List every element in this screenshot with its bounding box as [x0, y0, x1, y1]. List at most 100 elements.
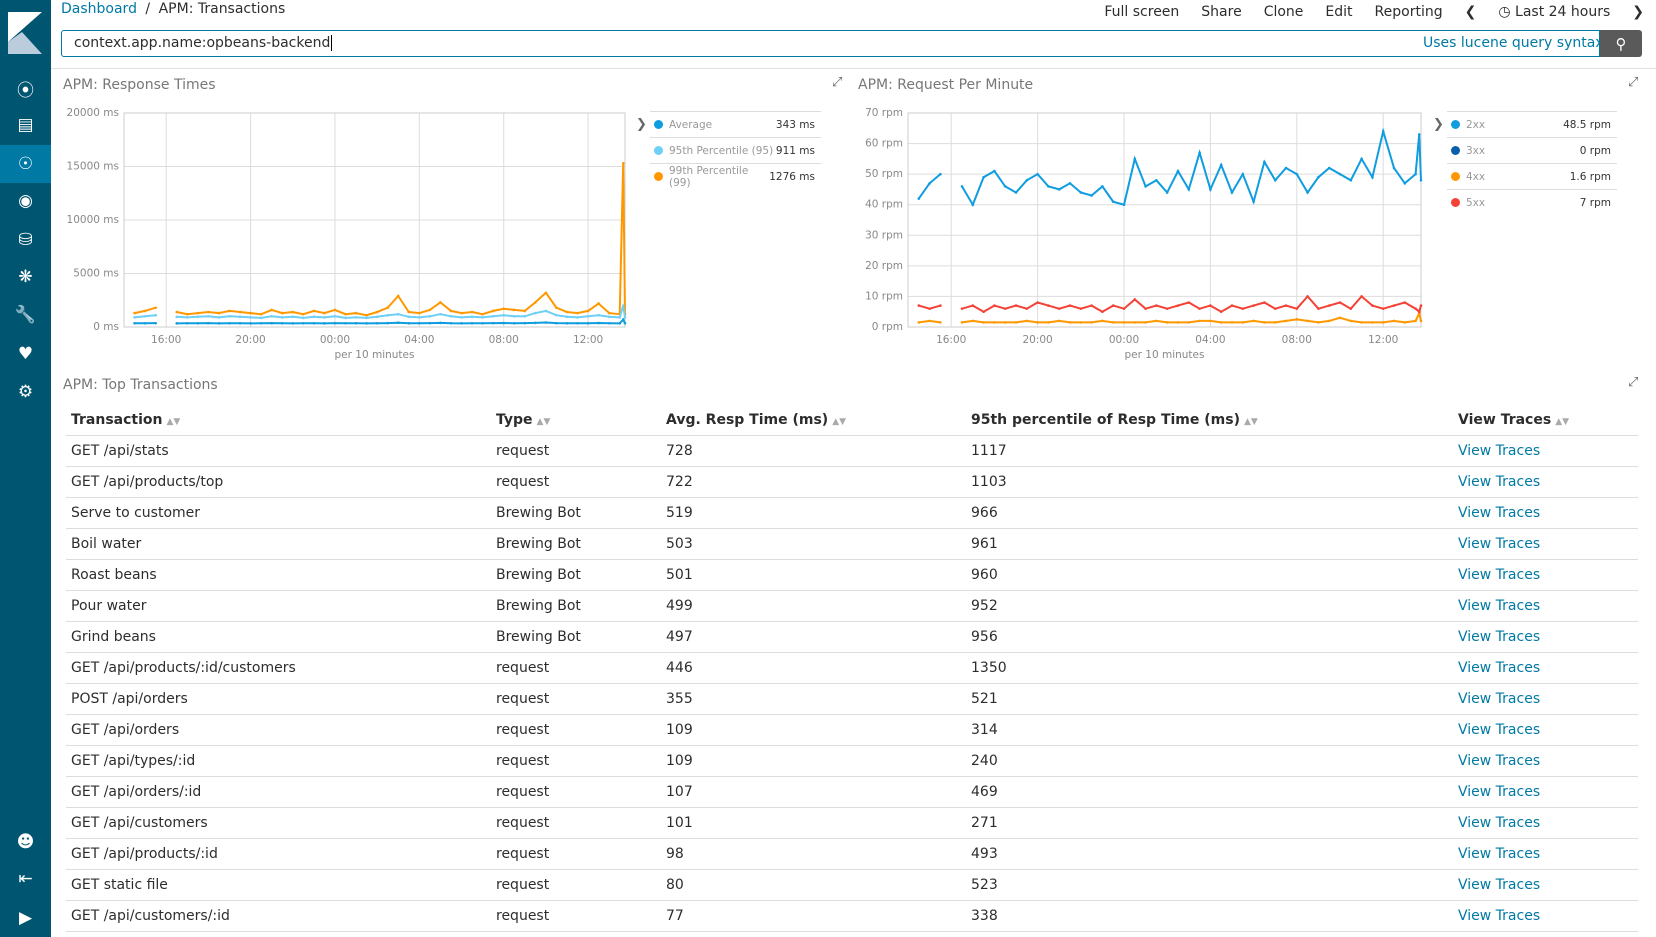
view-traces-link[interactable]: View Traces — [1458, 752, 1541, 769]
data-point — [960, 185, 964, 188]
data-point — [1187, 188, 1191, 191]
table-row: GET /api/customers request 101 271 View Trac… — [66, 807, 1638, 839]
view-traces-link[interactable]: View Traces — [1458, 504, 1541, 521]
view-traces-link[interactable]: View Traces — [1458, 628, 1541, 645]
breadcrumb-dashboard[interactable]: Dashboard — [61, 1, 137, 17]
view-traces-link[interactable]: View Traces — [1458, 566, 1541, 583]
sidebar-user-icon[interactable]: ☻ — [16, 832, 35, 852]
column-header[interactable]: Type ▲▼ — [491, 405, 661, 436]
view-traces-link[interactable]: View Traces — [1458, 659, 1541, 676]
data-point — [1025, 307, 1029, 310]
data-point — [196, 321, 200, 325]
legend-item[interactable]: 3xx 0 rpm — [1447, 137, 1617, 163]
expand-icon[interactable]: ⤢ — [832, 75, 843, 90]
data-point — [1317, 175, 1320, 179]
clone-button[interactable]: Clone — [1263, 4, 1304, 20]
search-input[interactable]: context.app.name:opbeans-backend — [61, 30, 1600, 57]
share-button[interactable]: Share — [1201, 4, 1242, 20]
data-point — [1381, 307, 1385, 310]
data-point — [291, 310, 295, 314]
data-point — [971, 319, 975, 323]
data-point — [1317, 307, 1320, 310]
view-traces-link[interactable]: View Traces — [1458, 814, 1541, 831]
view-traces-link[interactable]: View Traces — [1458, 907, 1541, 924]
view-traces-link[interactable]: View Traces — [1458, 690, 1541, 707]
column-header[interactable]: 95th percentile of Resp Time (ms) ▲▼ — [966, 405, 1453, 436]
full-screen-button[interactable]: Full screen — [1104, 4, 1180, 20]
sort-icon[interactable]: ▲▼ — [1555, 416, 1570, 427]
table-cell: 101 — [661, 807, 966, 839]
table-row: GET /api/stats request 728 1117 View Traces — [66, 435, 1638, 467]
data-point — [960, 321, 964, 324]
sidebar-play-icon[interactable]: ▶ — [18, 908, 33, 928]
column-header[interactable]: View Traces ▲▼ — [1453, 405, 1638, 436]
view-traces-link[interactable]: View Traces — [1458, 845, 1541, 862]
y-tick-label: 10 rpm — [865, 290, 903, 302]
reporting-button[interactable]: Reporting — [1374, 4, 1443, 20]
data-point — [270, 321, 273, 325]
legend-item[interactable]: 95th Percentile (95) 911 ms — [650, 137, 821, 163]
data-point — [1111, 321, 1115, 324]
sidebar-apm-gauge-icon[interactable]: ☉ — [0, 145, 51, 183]
legend-item[interactable]: Average 343 ms — [650, 111, 821, 137]
lucene-syntax-link[interactable]: Uses lucene query syntax — [1423, 35, 1604, 51]
view-traces-link[interactable]: View Traces — [1458, 597, 1541, 614]
table-cell: POST /api/orders — [66, 683, 491, 715]
column-header[interactable]: Avg. Resp Time (ms) ▲▼ — [661, 405, 966, 436]
data-point — [917, 321, 921, 324]
view-traces-link[interactable]: View Traces — [1458, 783, 1541, 800]
data-point — [1209, 304, 1212, 307]
sidebar-wrench-icon[interactable]: 🔧 — [14, 305, 37, 325]
data-point — [1241, 307, 1245, 310]
sort-icon[interactable]: ▲▼ — [832, 416, 847, 427]
data-point — [1263, 160, 1266, 164]
view-traces-link[interactable]: View Traces — [1458, 721, 1541, 738]
sort-icon[interactable]: ▲▼ — [536, 416, 551, 427]
x-axis-label: per 10 minutes — [1125, 349, 1205, 361]
sidebar-gear-icon[interactable]: ⚙ — [17, 382, 34, 402]
response-times-chart: 0 ms 5000 ms 10000 ms 15000 ms 20000 ms 16:00… — [67, 107, 627, 361]
view-traces-link[interactable]: View Traces — [1458, 876, 1541, 893]
expand-icon[interactable]: ⤢ — [1628, 375, 1639, 390]
sidebar-database-icon[interactable]: ⛁ — [18, 230, 33, 250]
edit-button[interactable]: Edit — [1325, 4, 1353, 20]
legend-item[interactable]: 99th Percentile (99) 1276 ms — [650, 163, 821, 189]
search-button[interactable]: ⚲ — [1600, 30, 1642, 57]
sidebar-heartbeat-icon[interactable]: ♥ — [17, 344, 34, 364]
sidebar-compass-icon[interactable]: ⦿ — [17, 80, 34, 101]
chevron-left-icon[interactable]: ❮ — [1464, 4, 1477, 20]
table-cell: GET static file — [66, 869, 491, 901]
column-header[interactable]: Transaction ▲▼ — [66, 405, 491, 436]
table-cell: 523 — [966, 869, 1453, 901]
data-point — [386, 321, 389, 325]
data-point — [544, 309, 548, 313]
data-point — [333, 321, 337, 325]
data-point — [1306, 319, 1309, 323]
view-traces-link[interactable]: View Traces — [1458, 442, 1541, 459]
data-point — [386, 306, 389, 310]
chevron-right-icon[interactable]: ❯ — [1632, 4, 1644, 20]
sidebar-bar-chart-icon[interactable]: ▤ — [17, 115, 34, 135]
data-point — [1090, 194, 1093, 197]
legend-item[interactable]: 5xx 7 rpm — [1447, 189, 1617, 215]
table-cell: 961 — [966, 528, 1453, 560]
view-traces-link[interactable]: View Traces — [1458, 535, 1541, 552]
sort-icon[interactable]: ▲▼ — [166, 416, 181, 427]
sort-icon[interactable]: ▲▼ — [1243, 416, 1258, 427]
sidebar-bear-icon[interactable]: ◉ — [18, 191, 33, 211]
legend-toggle-chevron-icon[interactable]: ❯ — [1433, 117, 1444, 132]
kibana-logo[interactable] — [8, 12, 42, 54]
time-picker[interactable]: ◷ Last 24 hours — [1498, 4, 1610, 20]
data-point — [576, 311, 579, 315]
legend-item[interactable]: 2xx 48.5 rpm — [1447, 111, 1617, 137]
data-point — [1230, 321, 1234, 324]
data-point — [1381, 321, 1385, 324]
sidebar-logout-icon[interactable]: ⇤ — [18, 869, 33, 889]
legend-toggle-chevron-icon[interactable]: ❯ — [636, 117, 647, 132]
legend-item[interactable]: 4xx 1.6 rpm — [1447, 163, 1617, 189]
view-traces-link[interactable]: View Traces — [1458, 473, 1541, 490]
expand-icon[interactable]: ⤢ — [1628, 75, 1639, 90]
plot-frame — [123, 112, 626, 328]
sidebar-graph-icon[interactable]: ❋ — [18, 267, 33, 287]
data-point — [607, 321, 611, 325]
